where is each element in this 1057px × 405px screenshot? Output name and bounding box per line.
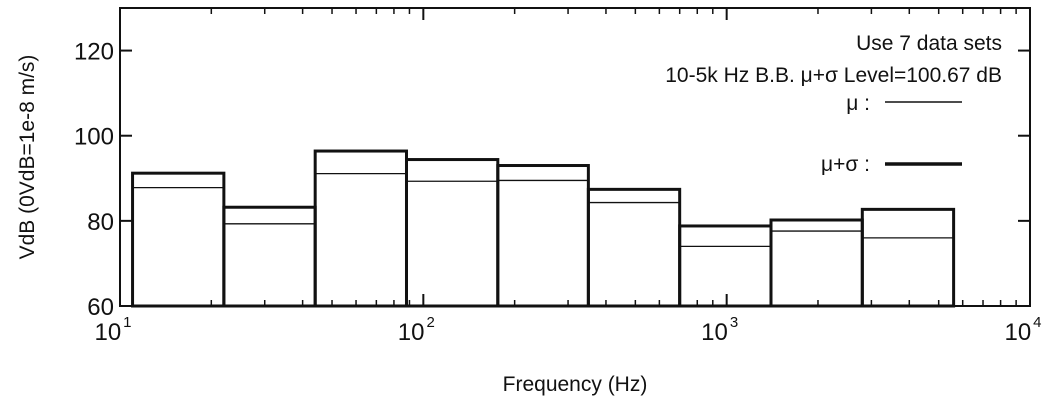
x-tick-label: 10 3: [701, 314, 738, 346]
y-tick-label: 100: [74, 124, 114, 151]
x-tick-label: 10 2: [398, 314, 435, 346]
legend-label-mean-plus-sigma: μ+σ :: [821, 153, 870, 176]
annotation-data-sets: Use 7 data sets: [856, 32, 1002, 55]
tick-labels-layer: 60 80 100 120 10 1 10 2 10 3 10 4: [74, 39, 1042, 346]
y-tick-label: 80: [87, 209, 114, 236]
x-tick-label: 10 1: [94, 314, 131, 346]
ticks-layer: [119, 8, 1031, 307]
x-tick-label: 10 4: [1004, 314, 1041, 346]
x-axis-title: Frequency (Hz): [503, 373, 648, 396]
annotation-level: 10-5k Hz B.B. μ+σ Level=100.67 dB: [665, 64, 1002, 87]
plot-frame: [119, 7, 1031, 307]
y-axis-title: VdB (0VdB=1e-8 m/s): [16, 55, 39, 260]
y-tick-label: 60: [87, 294, 114, 321]
legend-label-mean: μ :: [846, 92, 870, 115]
y-tick-label: 120: [74, 39, 114, 66]
